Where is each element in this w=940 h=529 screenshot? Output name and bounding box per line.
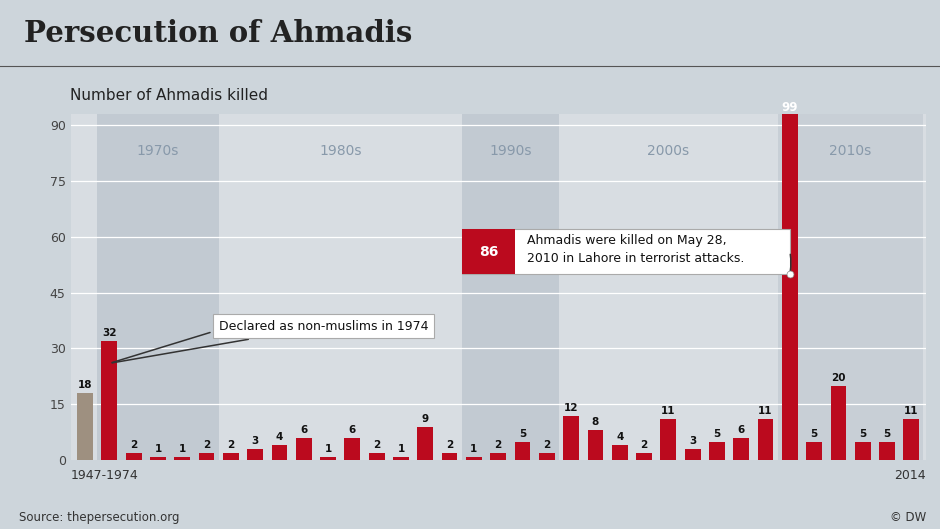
Bar: [462, 114, 559, 460]
Bar: [777, 114, 923, 460]
Text: 5: 5: [713, 428, 721, 439]
Bar: [879, 442, 895, 460]
Bar: [831, 386, 846, 460]
Text: 2014: 2014: [894, 469, 926, 482]
Bar: [97, 114, 219, 460]
Bar: [247, 449, 263, 460]
Text: 1: 1: [470, 443, 478, 453]
Text: 3: 3: [689, 436, 697, 446]
Text: 86: 86: [478, 244, 498, 259]
Text: 2: 2: [227, 440, 234, 450]
Bar: [661, 419, 676, 460]
Bar: [709, 442, 725, 460]
Bar: [417, 427, 433, 460]
Text: 9: 9: [422, 414, 429, 424]
Text: Source: thepersecution.org: Source: thepersecution.org: [19, 511, 180, 524]
Bar: [903, 419, 919, 460]
Text: 1947-1974: 1947-1974: [70, 469, 138, 482]
Bar: [368, 453, 384, 460]
Text: © DW: © DW: [889, 511, 926, 524]
Text: 2: 2: [203, 440, 211, 450]
Bar: [126, 453, 142, 460]
Bar: [612, 445, 628, 460]
Text: 2: 2: [446, 440, 453, 450]
Text: 1: 1: [154, 443, 162, 453]
Bar: [539, 453, 555, 460]
Text: Declared as non-muslims in 1974: Declared as non-muslims in 1974: [112, 320, 429, 363]
Bar: [807, 442, 822, 460]
Bar: [321, 457, 336, 460]
Bar: [588, 431, 603, 460]
Text: Ahmadis were killed on May 28,
2010 in Lahore in terrorist attacks.: Ahmadis were killed on May 28, 2010 in L…: [527, 234, 744, 264]
Bar: [636, 453, 652, 460]
Text: 5: 5: [519, 428, 526, 439]
Bar: [150, 457, 165, 460]
Bar: [491, 453, 506, 460]
Text: 3: 3: [252, 436, 258, 446]
Bar: [514, 442, 530, 460]
Bar: [466, 457, 482, 460]
Bar: [77, 393, 93, 460]
Bar: [219, 114, 462, 460]
Text: 1: 1: [179, 443, 186, 453]
Bar: [442, 453, 458, 460]
Text: 1980s: 1980s: [319, 144, 362, 158]
Text: 12: 12: [564, 403, 578, 413]
Text: 2000s: 2000s: [648, 144, 689, 158]
Bar: [272, 445, 288, 460]
Bar: [758, 419, 774, 460]
Text: Number of Ahmadis killed: Number of Ahmadis killed: [70, 88, 269, 103]
Bar: [684, 449, 700, 460]
FancyBboxPatch shape: [462, 229, 790, 274]
Bar: [198, 453, 214, 460]
Text: Persecution of Ahmadis: Persecution of Ahmadis: [24, 19, 412, 48]
Text: 11: 11: [661, 406, 676, 416]
Text: 1: 1: [398, 443, 404, 453]
Bar: [559, 114, 777, 460]
Text: 32: 32: [102, 328, 117, 338]
Text: 2: 2: [130, 440, 137, 450]
Text: 5: 5: [859, 428, 867, 439]
Text: 2: 2: [494, 440, 502, 450]
Text: 99: 99: [781, 101, 798, 114]
Text: 4: 4: [616, 432, 623, 442]
Text: 2: 2: [543, 440, 551, 450]
Text: 20: 20: [831, 373, 846, 383]
Text: 6: 6: [738, 425, 744, 435]
Text: 6: 6: [349, 425, 356, 435]
Text: 4: 4: [275, 432, 283, 442]
Text: 2: 2: [373, 440, 381, 450]
Text: 5: 5: [810, 428, 818, 439]
Bar: [782, 92, 798, 460]
Text: 6: 6: [300, 425, 307, 435]
Text: 18: 18: [78, 380, 92, 390]
Text: 8: 8: [592, 417, 599, 427]
Text: 2: 2: [640, 440, 648, 450]
Bar: [854, 442, 870, 460]
Text: 11: 11: [904, 406, 918, 416]
Text: 1990s: 1990s: [489, 144, 532, 158]
Text: 1970s: 1970s: [137, 144, 180, 158]
Bar: [223, 453, 239, 460]
Bar: [296, 438, 312, 460]
Bar: [102, 341, 118, 460]
Text: 5: 5: [884, 428, 890, 439]
FancyBboxPatch shape: [462, 229, 515, 274]
Bar: [393, 457, 409, 460]
Bar: [175, 457, 190, 460]
Text: 2010s: 2010s: [829, 144, 871, 158]
Text: 11: 11: [759, 406, 773, 416]
Bar: [563, 415, 579, 460]
Text: 1: 1: [324, 443, 332, 453]
Bar: [344, 438, 360, 460]
Bar: [733, 438, 749, 460]
